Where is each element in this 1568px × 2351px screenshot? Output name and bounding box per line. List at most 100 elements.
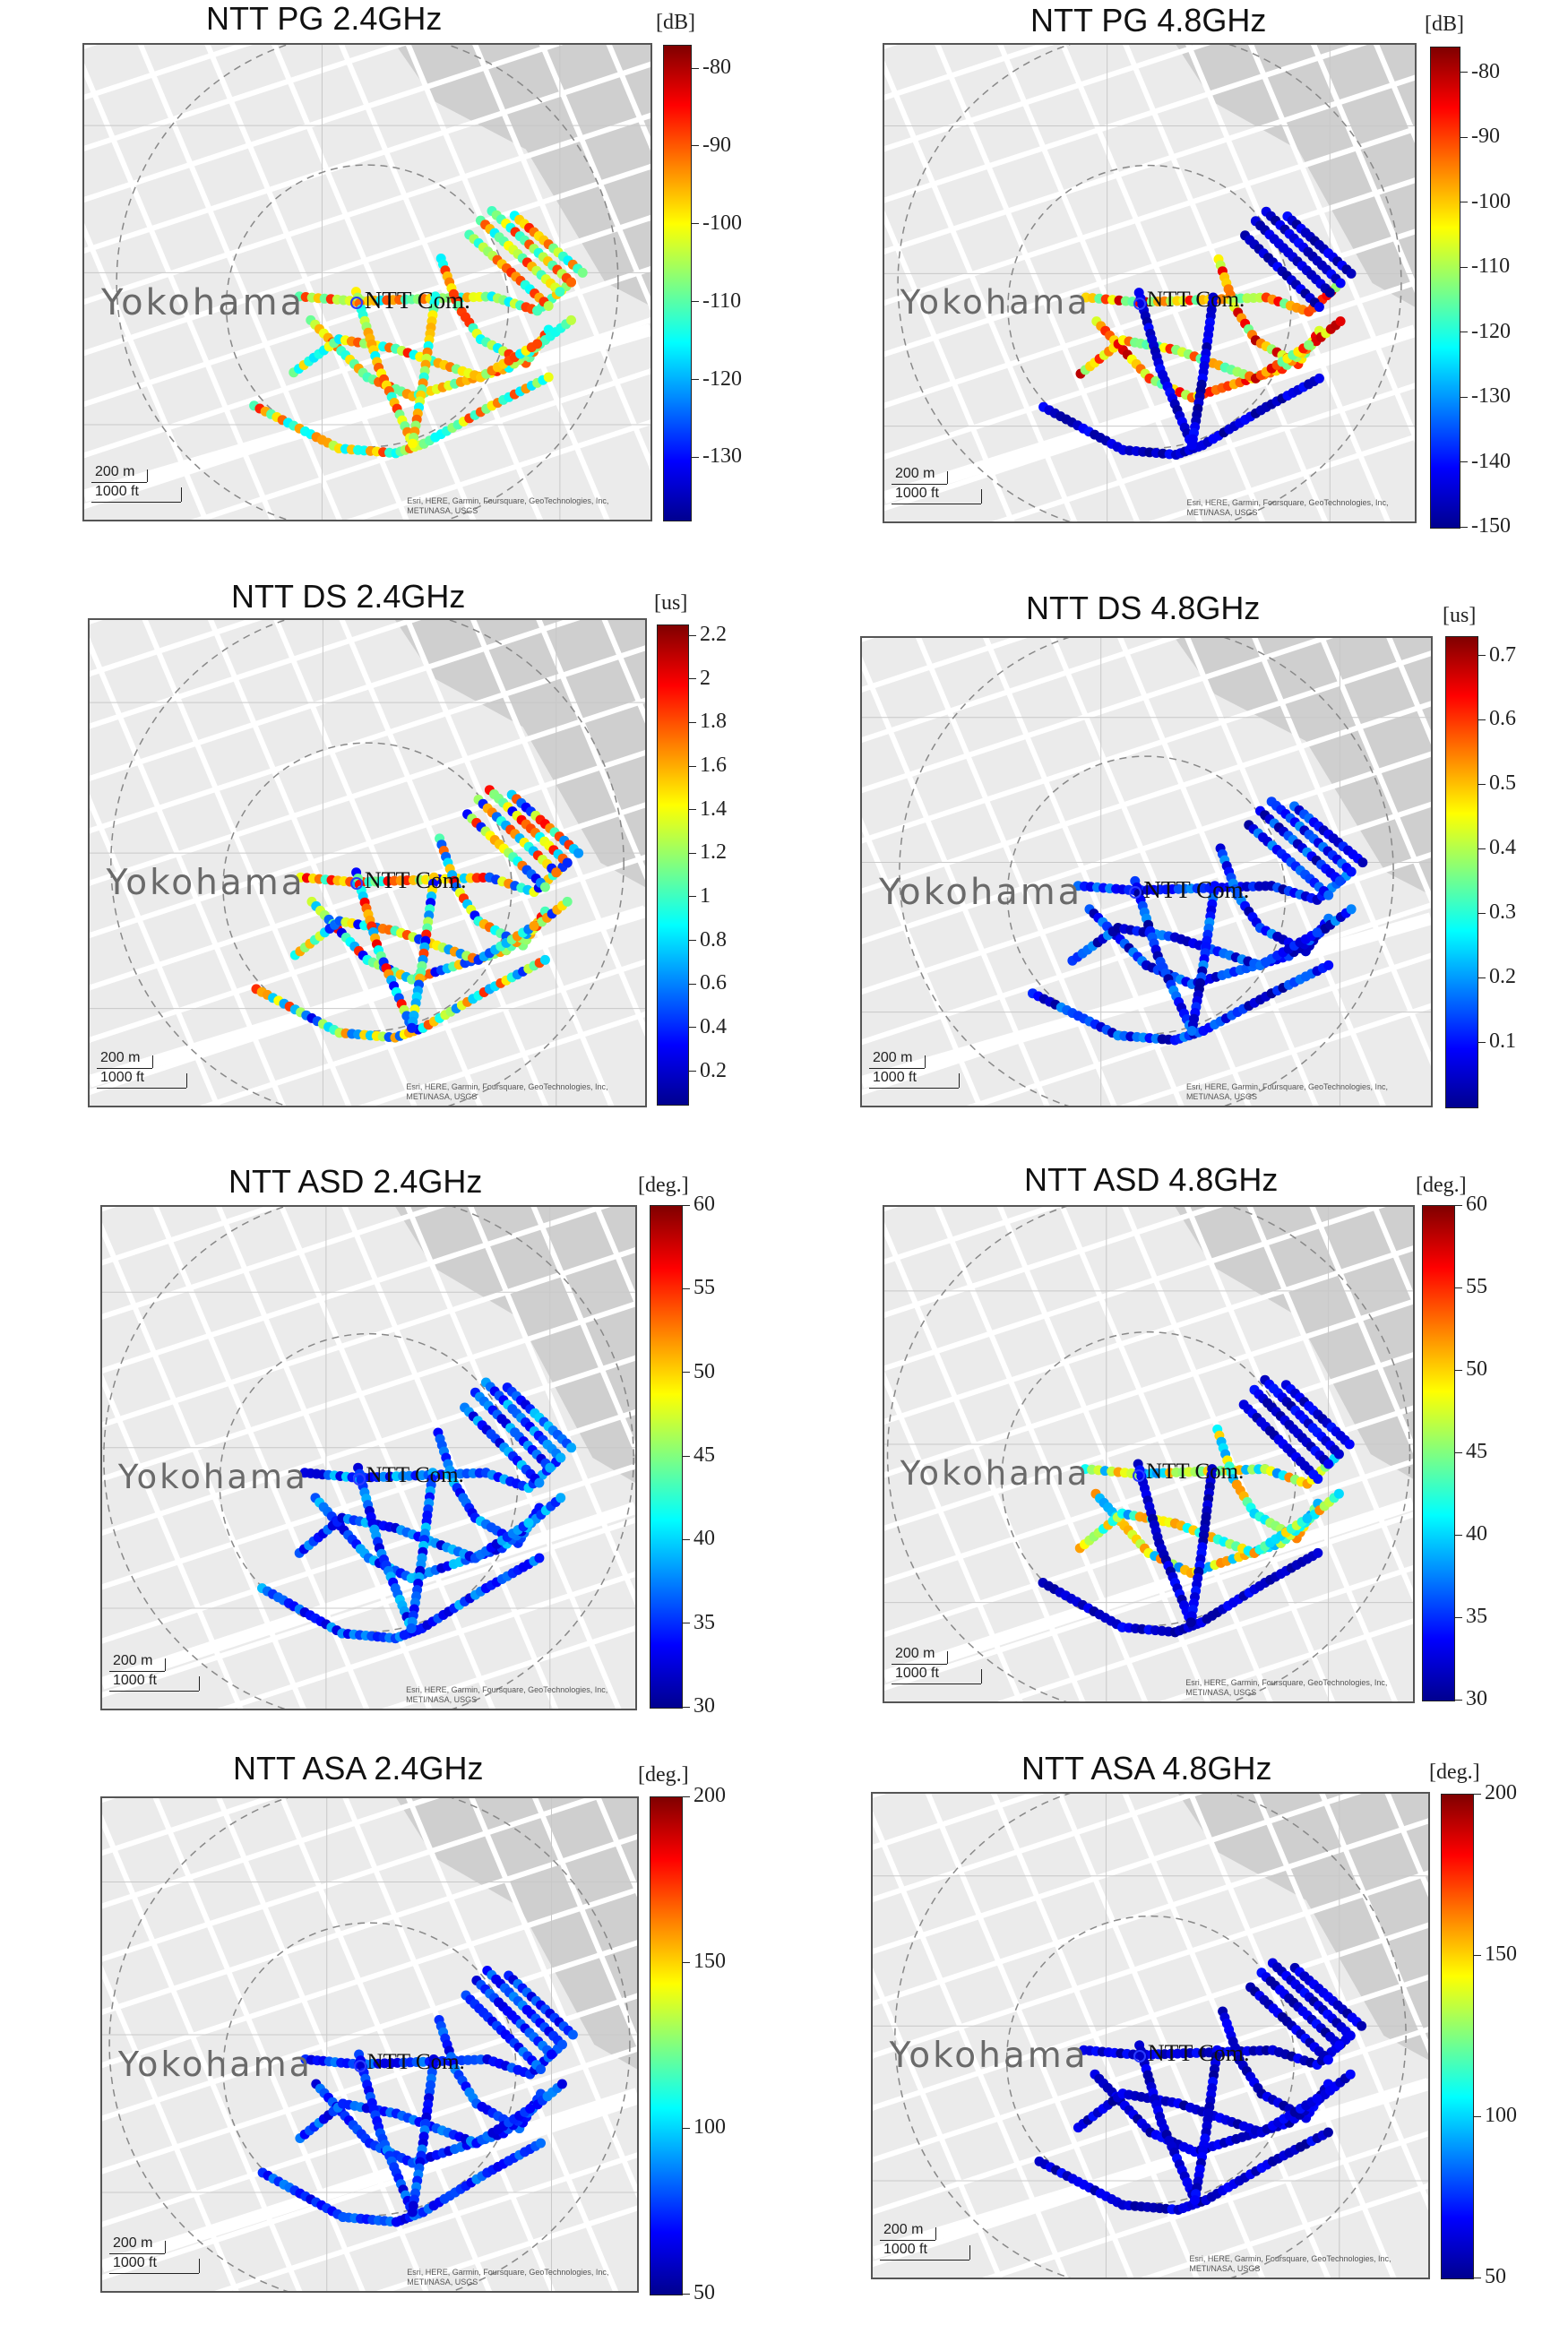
basemap[interactable]: Yokohama NTT Com. 200 m 1000 ft Esri, HERE, … [88,618,647,1107]
scale-tick [147,469,148,482]
basemap[interactable]: Yokohama NTT Com. 200 m 1000 ft Esri, HERE, … [883,43,1417,523]
basemap[interactable]: Yokohama NTT Com. 200 m 1000 ft Esri, HERE, … [100,1205,637,1710]
scale-imperial-label: 1000 ft [100,1070,144,1085]
colorbar-tick-label: -100 [1460,189,1511,213]
attribution-line: METI/NASA, USGS [1185,1092,1257,1101]
measurement-point [1302,1513,1313,1524]
site-marker-icon[interactable] [353,2059,366,2072]
measurement-point [1333,1488,1344,1499]
colorbar-tick-label: 50 [683,2281,715,2304]
measurement-point [1346,904,1357,915]
measurement-point [1312,2093,1322,2104]
place-label: Yokohama [117,1458,308,1496]
colorbar-tick-label: -110 [1460,254,1511,279]
site-label: NTT Com. [1147,288,1245,313]
site-marker-icon[interactable] [350,877,364,891]
attribution-line: Esri, HERE, Garmin, Foursquare, GeoTechn… [1185,1678,1388,1687]
scale-line-imperial [880,2260,969,2261]
scale-imperial-label: 1000 ft [113,1673,157,1688]
colorbar-tick-label: 0.4 [689,1014,727,1038]
map-canvas [84,45,650,520]
scale-tick [165,1658,166,1671]
measurement-tracks [1038,206,1357,460]
measurement-point [1322,2054,1333,2065]
water-area [395,620,645,888]
colorbar-tick-label: 0.1 [1478,1029,1516,1054]
measurement-point [534,1553,545,1563]
measurement-point [1357,857,1368,868]
map-attribution: Esri, HERE, Garmin, Foursquare, GeoTechn… [1186,498,1388,518]
measurement-point [1323,1459,1334,1469]
colorbar-tick-label: 0.5 [1478,771,1516,796]
scale-imperial-label: 1000 ft [895,486,939,501]
scale-tick [959,1073,960,1088]
measurement-point [1186,440,1197,451]
panel-title: NTT ASA 2.4GHz [233,1750,484,1787]
attribution-line: METI/NASA, USGS [406,1092,478,1101]
water-area [1176,45,1415,307]
place-label: Yokohama [889,2036,1089,2076]
scale-line-metric [892,1664,947,1665]
colorbar-tick-label: 150 [1474,1942,1517,1966]
scale-imperial-label: 1000 ft [873,1070,917,1085]
colorbar-tick-label: -130 [1460,384,1511,409]
measurement-point [1190,2195,1201,2206]
colorbar-tick-label: 60 [683,1193,715,1216]
site-marker-icon[interactable] [1133,297,1147,310]
basemap[interactable]: Yokohama NTT Com. 200 m 1000 ft Esri, HERE, … [871,1792,1430,2279]
basemap[interactable]: Yokohama NTT Com. 200 m 1000 ft Esri, HERE, … [100,1796,639,2293]
attribution-line: METI/NASA, USGS [407,2278,478,2286]
scale-tick [181,487,182,502]
measurement-point [573,848,584,858]
measurement-point [1346,268,1357,279]
measurement-point [1313,1474,1323,1485]
colorbar-unit: [dB] [656,11,695,34]
scale-metric-label: 200 m [873,1050,913,1065]
basemap[interactable]: Yokohama NTT Com. 200 m 1000 ft Esri, HERE, … [82,43,652,521]
scale-tick [925,1055,926,1068]
measurement-point [1324,288,1335,298]
basemap[interactable]: Yokohama NTT Com. 200 m 1000 ft Esri, HERE, … [883,1205,1415,1703]
colorbar-tick-label: 0.2 [689,1058,727,1082]
colorbar-tick-label: 50 [1455,1357,1487,1381]
measurement-point [1312,927,1322,938]
map-canvas [102,1798,637,2291]
map-attribution: Esri, HERE, Garmin, Foursquare, GeoTechn… [406,1685,607,1705]
map-canvas [884,1207,1413,1701]
colorbar-tick-label: 0.6 [689,971,727,995]
colorbar-tick-label: -130 [692,444,742,469]
attribution-line: METI/NASA, USGS [406,1695,478,1704]
map-grid [884,45,1415,521]
basemap[interactable]: Yokohama NTT Com. 200 m 1000 ft Esri, HERE, … [860,636,1433,1107]
colorbar-tick-label: 0.2 [1478,965,1516,989]
scale-metric-label: 200 m [100,1050,141,1065]
scale-line-metric [109,1671,165,1672]
scale-metric-label: 200 m [895,1646,935,1661]
site-marker-icon[interactable] [350,296,364,309]
measurement-point [556,1452,566,1463]
panel-title: NTT ASA 4.8GHz [1021,1750,1272,1787]
attribution-line: Esri, HERE, Garmin, Foursquare, GeoTechn… [407,496,609,505]
colorbar-tick-label: 55 [683,1276,715,1300]
map-attribution: Esri, HERE, Garmin, Foursquare, GeoTechn… [1186,1082,1388,1102]
colorbar-tick-label: 60 [1455,1193,1487,1216]
water-area [395,1207,635,1483]
colorbar-tick-label: -120 [692,366,742,391]
site-marker-icon[interactable] [1129,885,1142,899]
attribution-line: METI/NASA, USGS [1189,2264,1261,2273]
scale-imperial-label: 1000 ft [95,484,139,499]
colorbar-tick-label: 200 [1474,1781,1517,1804]
measurement-tracks [1038,1374,1355,1638]
site-marker-icon[interactable] [1133,2050,1147,2063]
site-marker-icon[interactable] [352,1472,366,1486]
colorbar-tick-label: 1.6 [689,754,727,778]
colorbar-unit: [us] [654,591,688,615]
scale-tick [152,1055,153,1068]
map-attribution: Esri, HERE, Garmin, Foursquare, GeoTechn… [407,2268,608,2287]
measurement-point [556,2079,567,2089]
measurement-point [1313,1547,1323,1558]
site-marker-icon[interactable] [1133,1468,1146,1482]
colorbar-tick-label: 150 [683,1950,726,1973]
colorbar-tick-label: 50 [683,1359,715,1383]
site-label: NTT Com. [366,2049,465,2074]
